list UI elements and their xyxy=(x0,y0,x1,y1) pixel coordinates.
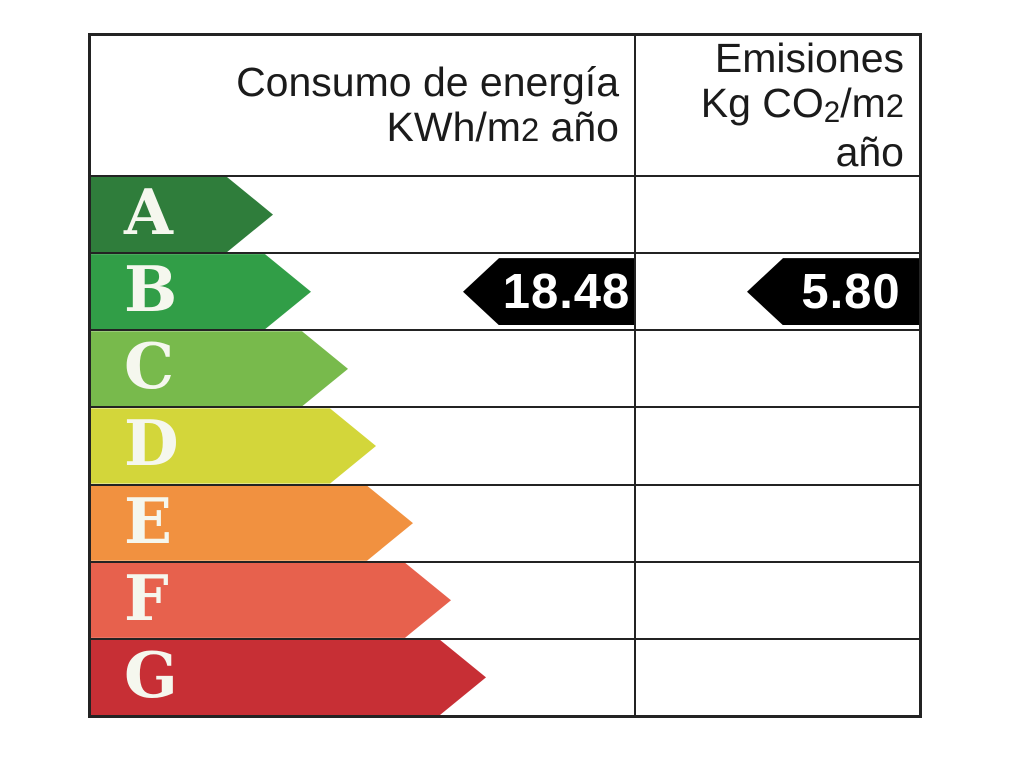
rating-row-f: F xyxy=(91,560,919,638)
column-divider xyxy=(634,36,636,715)
rating-bar-g: G xyxy=(91,640,486,715)
rating-row-a: A xyxy=(91,177,919,253)
rating-row-c: C xyxy=(91,329,919,407)
consumption-header: Consumo de energía KWh/m2 año xyxy=(91,36,634,175)
consumption-value-arrow: 18.48 xyxy=(463,258,634,326)
rating-letter-e: E xyxy=(124,483,173,558)
rating-bar-d: D xyxy=(91,408,376,483)
emissions-unit: Kg CO2/m2 año xyxy=(700,80,904,175)
consumption-unit: KWh/m2 año xyxy=(386,103,619,150)
rating-table: Consumo de energía KWh/m2 año Emisiones … xyxy=(88,33,922,718)
rating-letter-a: A xyxy=(124,175,173,250)
emissions-header: Emisiones Kg CO2/m2 año xyxy=(634,36,919,175)
rating-bar-f: F xyxy=(91,563,451,638)
rating-bar-c: C xyxy=(91,331,348,406)
consumption-title: Consumo de energía xyxy=(236,58,619,105)
rating-row-b: B 18.48 5.80 xyxy=(91,252,919,330)
rating-letter-d: D xyxy=(124,406,179,481)
rating-row-e: E xyxy=(91,483,919,561)
emissions-title: Emisiones xyxy=(714,35,904,81)
consumption-value: 18.48 xyxy=(502,264,631,319)
rating-letter-g: G xyxy=(124,637,178,712)
rating-letter-b: B xyxy=(124,252,178,327)
rating-letter-c: C xyxy=(124,329,175,404)
rating-row-g: G xyxy=(91,637,919,715)
rating-bar-a: A xyxy=(91,177,273,252)
rating-bar-e: E xyxy=(91,486,413,561)
rating-bar-b: B xyxy=(91,254,311,329)
emissions-value: 5.80 xyxy=(801,264,901,319)
emissions-value-arrow: 5.80 xyxy=(747,258,919,326)
table-header: Consumo de energía KWh/m2 año Emisiones … xyxy=(91,36,919,177)
rating-letter-f: F xyxy=(124,560,169,635)
rating-row-d: D xyxy=(91,406,919,484)
